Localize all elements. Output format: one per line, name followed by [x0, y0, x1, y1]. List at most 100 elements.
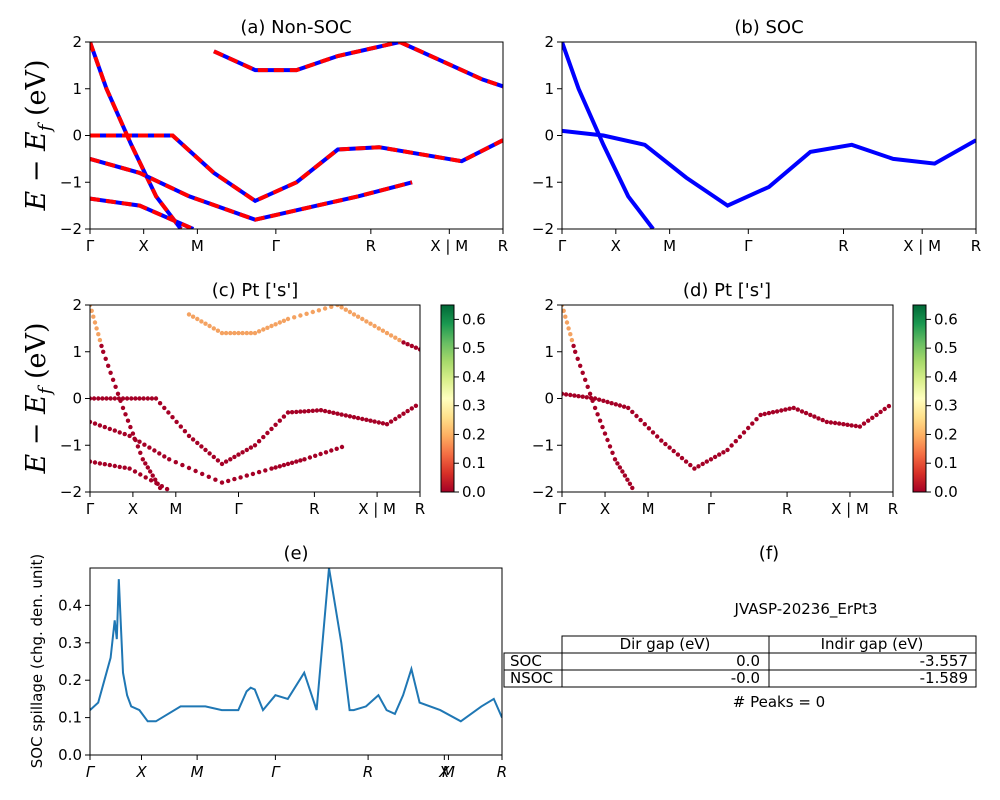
- projection-dot: [240, 450, 245, 455]
- projection-dot: [376, 326, 381, 331]
- projection-dot: [261, 434, 266, 440]
- panel-c-title: (c) Pt ['s']: [212, 280, 299, 301]
- projection-dot: [90, 459, 93, 464]
- projection-dot: [569, 337, 575, 343]
- projection-dot: [91, 314, 96, 319]
- x-tick-label: Γ: [86, 237, 95, 255]
- panel-e-title: (e): [283, 543, 308, 564]
- y-tick-label: 0.4: [58, 596, 82, 614]
- projection-dot: [642, 422, 647, 427]
- projection-dot: [240, 330, 245, 336]
- projection-dot: [331, 410, 336, 415]
- band-line: [90, 133, 503, 204]
- projection-dot: [273, 422, 278, 427]
- projection-dot: [874, 412, 879, 418]
- projection-dot: [143, 475, 148, 480]
- projection-dot: [211, 454, 216, 460]
- ylabel-row1: E − Ef (eV): [21, 59, 56, 211]
- projection-dot: [103, 356, 108, 361]
- projection-dot: [791, 405, 796, 411]
- projection-dot: [347, 414, 353, 419]
- x-tick-label: M: [191, 237, 204, 255]
- band-line: [90, 156, 413, 222]
- panel-b-soc: −2 −1 0 1 2 Γ X M Γ R X | M R: [532, 33, 981, 255]
- x-tick-label: Γ: [86, 763, 96, 781]
- projection-dot: [388, 333, 394, 338]
- projection-dot: [650, 430, 656, 435]
- table-header-indir: Indir gap (eV): [821, 635, 924, 653]
- projection-dot: [153, 477, 158, 482]
- x-tick-label: X: [128, 500, 138, 518]
- projection-dot: [613, 402, 618, 407]
- projection-dot: [127, 433, 132, 439]
- projection-dot: [277, 418, 282, 423]
- colorbar-c: [440, 304, 455, 493]
- projection-dot: [162, 405, 167, 411]
- projection-dot: [580, 394, 585, 399]
- projection-dot: [372, 419, 377, 424]
- projection-dot: [492, 380, 496, 384]
- projection-dot: [90, 396, 93, 401]
- projection-dot: [323, 450, 329, 455]
- projection-dot: [675, 452, 681, 457]
- projection-dot: [568, 392, 573, 398]
- projection-dot: [117, 464, 122, 470]
- projection-dot: [140, 457, 145, 462]
- projection-dot: [509, 385, 513, 389]
- projection-dot: [754, 417, 759, 422]
- axes-frame: [561, 304, 894, 493]
- band-line: [90, 156, 413, 222]
- projection-dot: [401, 411, 406, 416]
- projection-dot: [733, 439, 738, 444]
- colorbar-tick-label: 0.1: [462, 454, 486, 472]
- projection-dot: [228, 330, 233, 336]
- x-tick-label: R: [782, 500, 792, 518]
- projection-dot: [500, 382, 504, 386]
- projection-dot: [607, 444, 613, 449]
- projection-dot: [426, 351, 430, 355]
- projection-dot: [106, 363, 111, 368]
- projection-dot: [663, 441, 668, 447]
- x-tick-label: R: [309, 500, 319, 518]
- projection-dot: [770, 410, 776, 415]
- x-tick-label: Γ: [234, 500, 243, 518]
- projection-dot: [318, 451, 323, 457]
- projection-dot: [256, 439, 262, 444]
- projection-dot: [232, 476, 237, 482]
- projection-dot: [572, 393, 577, 398]
- projection-dot: [634, 413, 639, 419]
- projection-dot: [207, 323, 212, 329]
- projection-dot: [808, 412, 813, 418]
- x-tick-label: Γ: [86, 500, 95, 518]
- projection-dot: [269, 466, 274, 471]
- projection-dot: [102, 424, 108, 430]
- projection-dot: [866, 418, 871, 423]
- x-tick-label: M: [642, 500, 655, 518]
- projection-dot: [117, 430, 122, 435]
- projection-dot: [573, 349, 578, 354]
- projection-dot: [273, 465, 278, 470]
- projection-dot: [94, 326, 99, 331]
- y-tick-label: −2: [60, 483, 82, 501]
- band-line: [398, 42, 503, 89]
- projection-dot: [285, 316, 291, 322]
- projection-dot: [401, 340, 406, 345]
- projection-dot: [148, 469, 153, 474]
- y-tick-label: −2: [60, 220, 82, 238]
- projection-dot: [413, 345, 419, 350]
- projection-dot: [115, 391, 121, 396]
- projection-dot: [96, 396, 101, 401]
- projection-dot: [147, 445, 152, 450]
- table-footer: # Peaks = 0: [733, 693, 825, 711]
- projection-dot: [562, 391, 565, 396]
- projection-dot: [878, 409, 883, 415]
- table-cell: -1.589: [920, 669, 968, 687]
- projection-dot: [190, 437, 196, 442]
- projection-dot: [265, 430, 270, 436]
- projection-dot: [223, 330, 229, 336]
- projection-dot: [329, 448, 334, 453]
- y-tick-label: 2: [72, 33, 82, 51]
- y-tick-label: −2: [532, 220, 554, 238]
- projection-dot: [252, 330, 258, 336]
- projection-dot: [322, 408, 328, 414]
